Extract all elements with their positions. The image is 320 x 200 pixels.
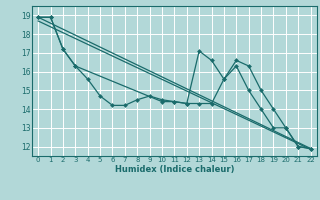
X-axis label: Humidex (Indice chaleur): Humidex (Indice chaleur) (115, 165, 234, 174)
